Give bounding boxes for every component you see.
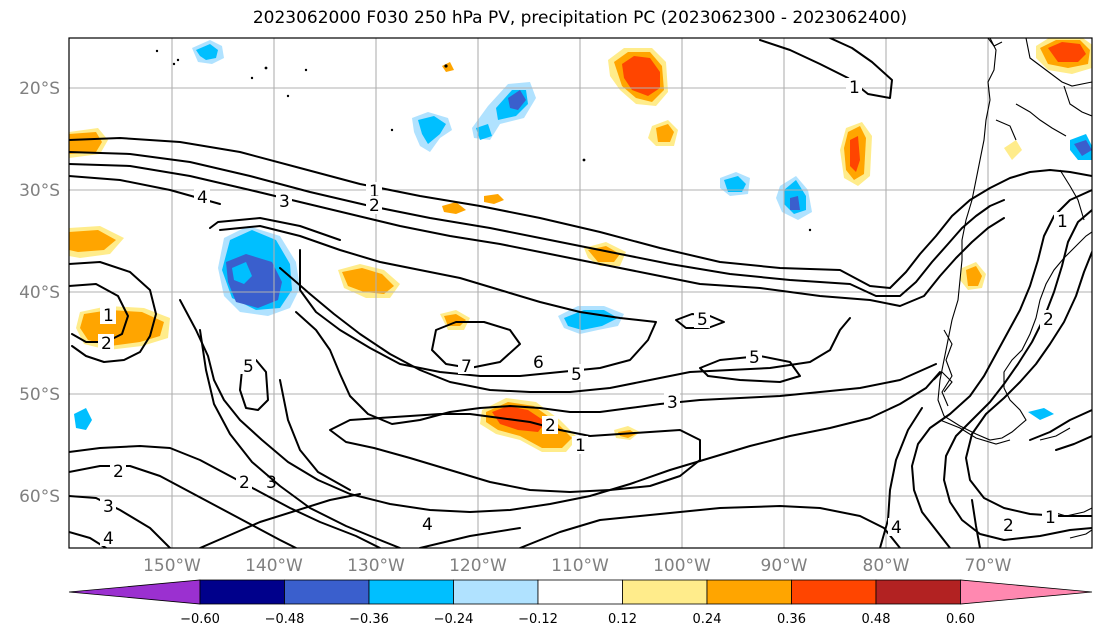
contour-label: 3	[266, 473, 277, 493]
contour-label: 4	[891, 518, 902, 538]
lon-tick-labels: 150°W 140°W 130°W 120°W 110°W 100°W 90°W…	[143, 556, 1012, 576]
colorbar-tick-label: −0.48	[265, 612, 305, 627]
lon-label: 100°W	[653, 556, 711, 576]
map-title: 2023062000 F030 250 hPa PV, precipitatio…	[252, 8, 908, 28]
contour-label: 5	[243, 357, 254, 377]
contour-label: 7	[461, 357, 472, 377]
coastline-south-america	[933, 38, 1092, 539]
precip-shading	[69, 38, 1092, 452]
colorbar-tick-label: 0.12	[608, 612, 637, 627]
lon-label: 70°W	[965, 556, 1012, 576]
pv-contours	[69, 38, 1092, 548]
colorbar-tick-label: −0.24	[434, 612, 474, 627]
colorbar-segment	[453, 579, 539, 605]
lon-label: 130°W	[347, 556, 405, 576]
lat-label: 30°S	[19, 181, 60, 201]
contour-label: 4	[422, 515, 433, 535]
contour-label: 3	[103, 497, 114, 517]
lat-tick-labels: 20°S 30°S 40°S 50°S 60°S	[19, 79, 60, 507]
contour-label: 6	[533, 353, 544, 373]
lon-label: 110°W	[551, 556, 609, 576]
contour-label: 5	[571, 365, 582, 385]
contour-label: 1	[1057, 212, 1068, 232]
colorbar-segment	[706, 579, 792, 605]
colorbar-segment	[622, 579, 708, 605]
colorbar-tick-label: 0.36	[777, 612, 806, 627]
colorbar-segment	[368, 579, 454, 605]
lat-label: 20°S	[19, 79, 60, 99]
colorbar-tick-label: −0.36	[349, 612, 389, 627]
lat-label: 60°S	[19, 487, 60, 507]
contour-label: 2	[113, 462, 124, 482]
colorbar-tick-label: −0.12	[518, 612, 558, 627]
plot-frame	[68, 37, 1093, 549]
colorbar-segment	[537, 579, 623, 605]
contour-label: 1	[849, 78, 860, 98]
contour-label: 1	[1045, 508, 1056, 528]
contour-label: 4	[197, 188, 208, 208]
lon-label: 140°W	[245, 556, 303, 576]
lon-label: 150°W	[143, 556, 201, 576]
lat-label: 50°S	[19, 385, 60, 405]
lat-label: 40°S	[19, 283, 60, 303]
contour-label: 2	[239, 473, 250, 493]
colorbar-tick-label: 0.48	[862, 612, 891, 627]
lon-label: 80°W	[863, 556, 910, 576]
contour-label: 1	[369, 182, 380, 202]
contour-label: 2	[101, 334, 112, 354]
contour-label: 5	[749, 348, 760, 368]
lon-label: 90°W	[761, 556, 808, 576]
contour-label: 1	[575, 436, 586, 456]
colorbar-tick-label: 0.24	[693, 612, 722, 627]
colorbar-segment	[875, 579, 961, 605]
colorbar	[68, 579, 1093, 605]
contour-label: 1	[103, 306, 114, 326]
colorbar-segment	[199, 579, 285, 605]
colorbar-segment	[791, 579, 877, 605]
contour-label: 2	[545, 416, 556, 436]
colorbar-extend-low	[68, 579, 201, 605]
islands	[155, 49, 812, 232]
contour-label: 2	[1043, 310, 1054, 330]
colorbar-segment	[284, 579, 370, 605]
contour-label: 4	[103, 529, 114, 549]
contour-label: 3	[667, 393, 678, 413]
colorbar-tick-label: −0.60	[180, 612, 220, 627]
contour-label: 2	[1003, 516, 1014, 536]
contour-label: 3	[279, 192, 290, 212]
colorbar-tick-label: 0.60	[946, 612, 975, 627]
contour-label: 2	[369, 196, 380, 216]
colorbar-ticks: −0.60 −0.48 −0.36 −0.24 −0.12 0.12 0.24 …	[180, 612, 975, 627]
gridlines	[69, 38, 1092, 548]
contour-labels: 1 2 3 4 1 2 3 4 5 6 7 5 5 3 2	[98, 78, 1070, 549]
lon-label: 120°W	[449, 556, 507, 576]
colorbar-extend-high	[960, 579, 1093, 605]
contour-label: 5	[697, 310, 708, 330]
